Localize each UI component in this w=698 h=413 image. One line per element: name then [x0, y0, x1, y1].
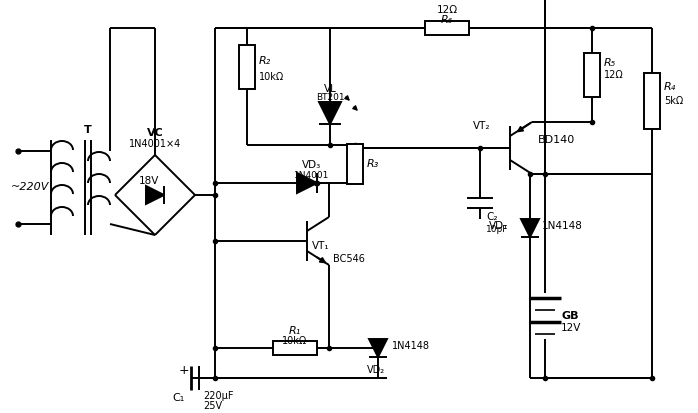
Text: BC546: BC546: [333, 254, 365, 264]
Text: VD₁: VD₁: [489, 221, 508, 231]
Text: BT201: BT201: [315, 93, 344, 102]
Bar: [584, 53, 600, 97]
Text: VT₂: VT₂: [473, 121, 490, 131]
Text: VC: VC: [147, 128, 163, 138]
Bar: [273, 341, 317, 355]
Text: 12V: 12V: [561, 323, 581, 333]
Text: R₅: R₅: [604, 58, 616, 68]
Polygon shape: [297, 173, 317, 193]
Text: 1N4001: 1N4001: [295, 171, 329, 180]
Text: 10pF: 10pF: [486, 225, 508, 233]
Polygon shape: [146, 186, 164, 204]
Text: +: +: [179, 363, 189, 377]
Text: R₆: R₆: [441, 15, 453, 25]
Text: R₁: R₁: [289, 326, 301, 336]
Text: R₂: R₂: [259, 56, 272, 66]
Text: 12Ω: 12Ω: [604, 70, 624, 80]
Bar: [425, 21, 469, 35]
Text: C₂: C₂: [486, 212, 498, 222]
Text: BD140: BD140: [538, 135, 575, 145]
Text: 5kΩ: 5kΩ: [664, 96, 683, 106]
Text: 18V: 18V: [139, 176, 159, 186]
Polygon shape: [319, 102, 341, 124]
Bar: [239, 45, 255, 89]
Text: VD₃: VD₃: [302, 160, 322, 170]
Text: 25V: 25V: [203, 401, 222, 411]
Bar: [347, 144, 363, 184]
Text: 10kΩ: 10kΩ: [259, 72, 284, 82]
Text: 10kΩ: 10kΩ: [283, 336, 308, 346]
Text: 220μF: 220μF: [203, 391, 234, 401]
Text: 12Ω: 12Ω: [436, 5, 458, 15]
Text: 1N4001×4: 1N4001×4: [129, 139, 181, 149]
Polygon shape: [369, 339, 387, 357]
Text: 1N4148: 1N4148: [392, 341, 430, 351]
Bar: [644, 73, 660, 129]
Text: 1N4148: 1N4148: [542, 221, 583, 231]
Text: R₃: R₃: [367, 159, 379, 169]
Polygon shape: [521, 219, 539, 237]
Text: GB: GB: [561, 311, 579, 321]
Text: VL: VL: [324, 84, 336, 94]
Text: VT₁: VT₁: [312, 241, 329, 251]
Text: T: T: [84, 125, 92, 135]
Text: VD₂: VD₂: [367, 365, 385, 375]
Text: ~220V: ~220V: [10, 182, 49, 192]
Text: C₁: C₁: [172, 393, 185, 403]
Text: R₄: R₄: [664, 82, 676, 92]
